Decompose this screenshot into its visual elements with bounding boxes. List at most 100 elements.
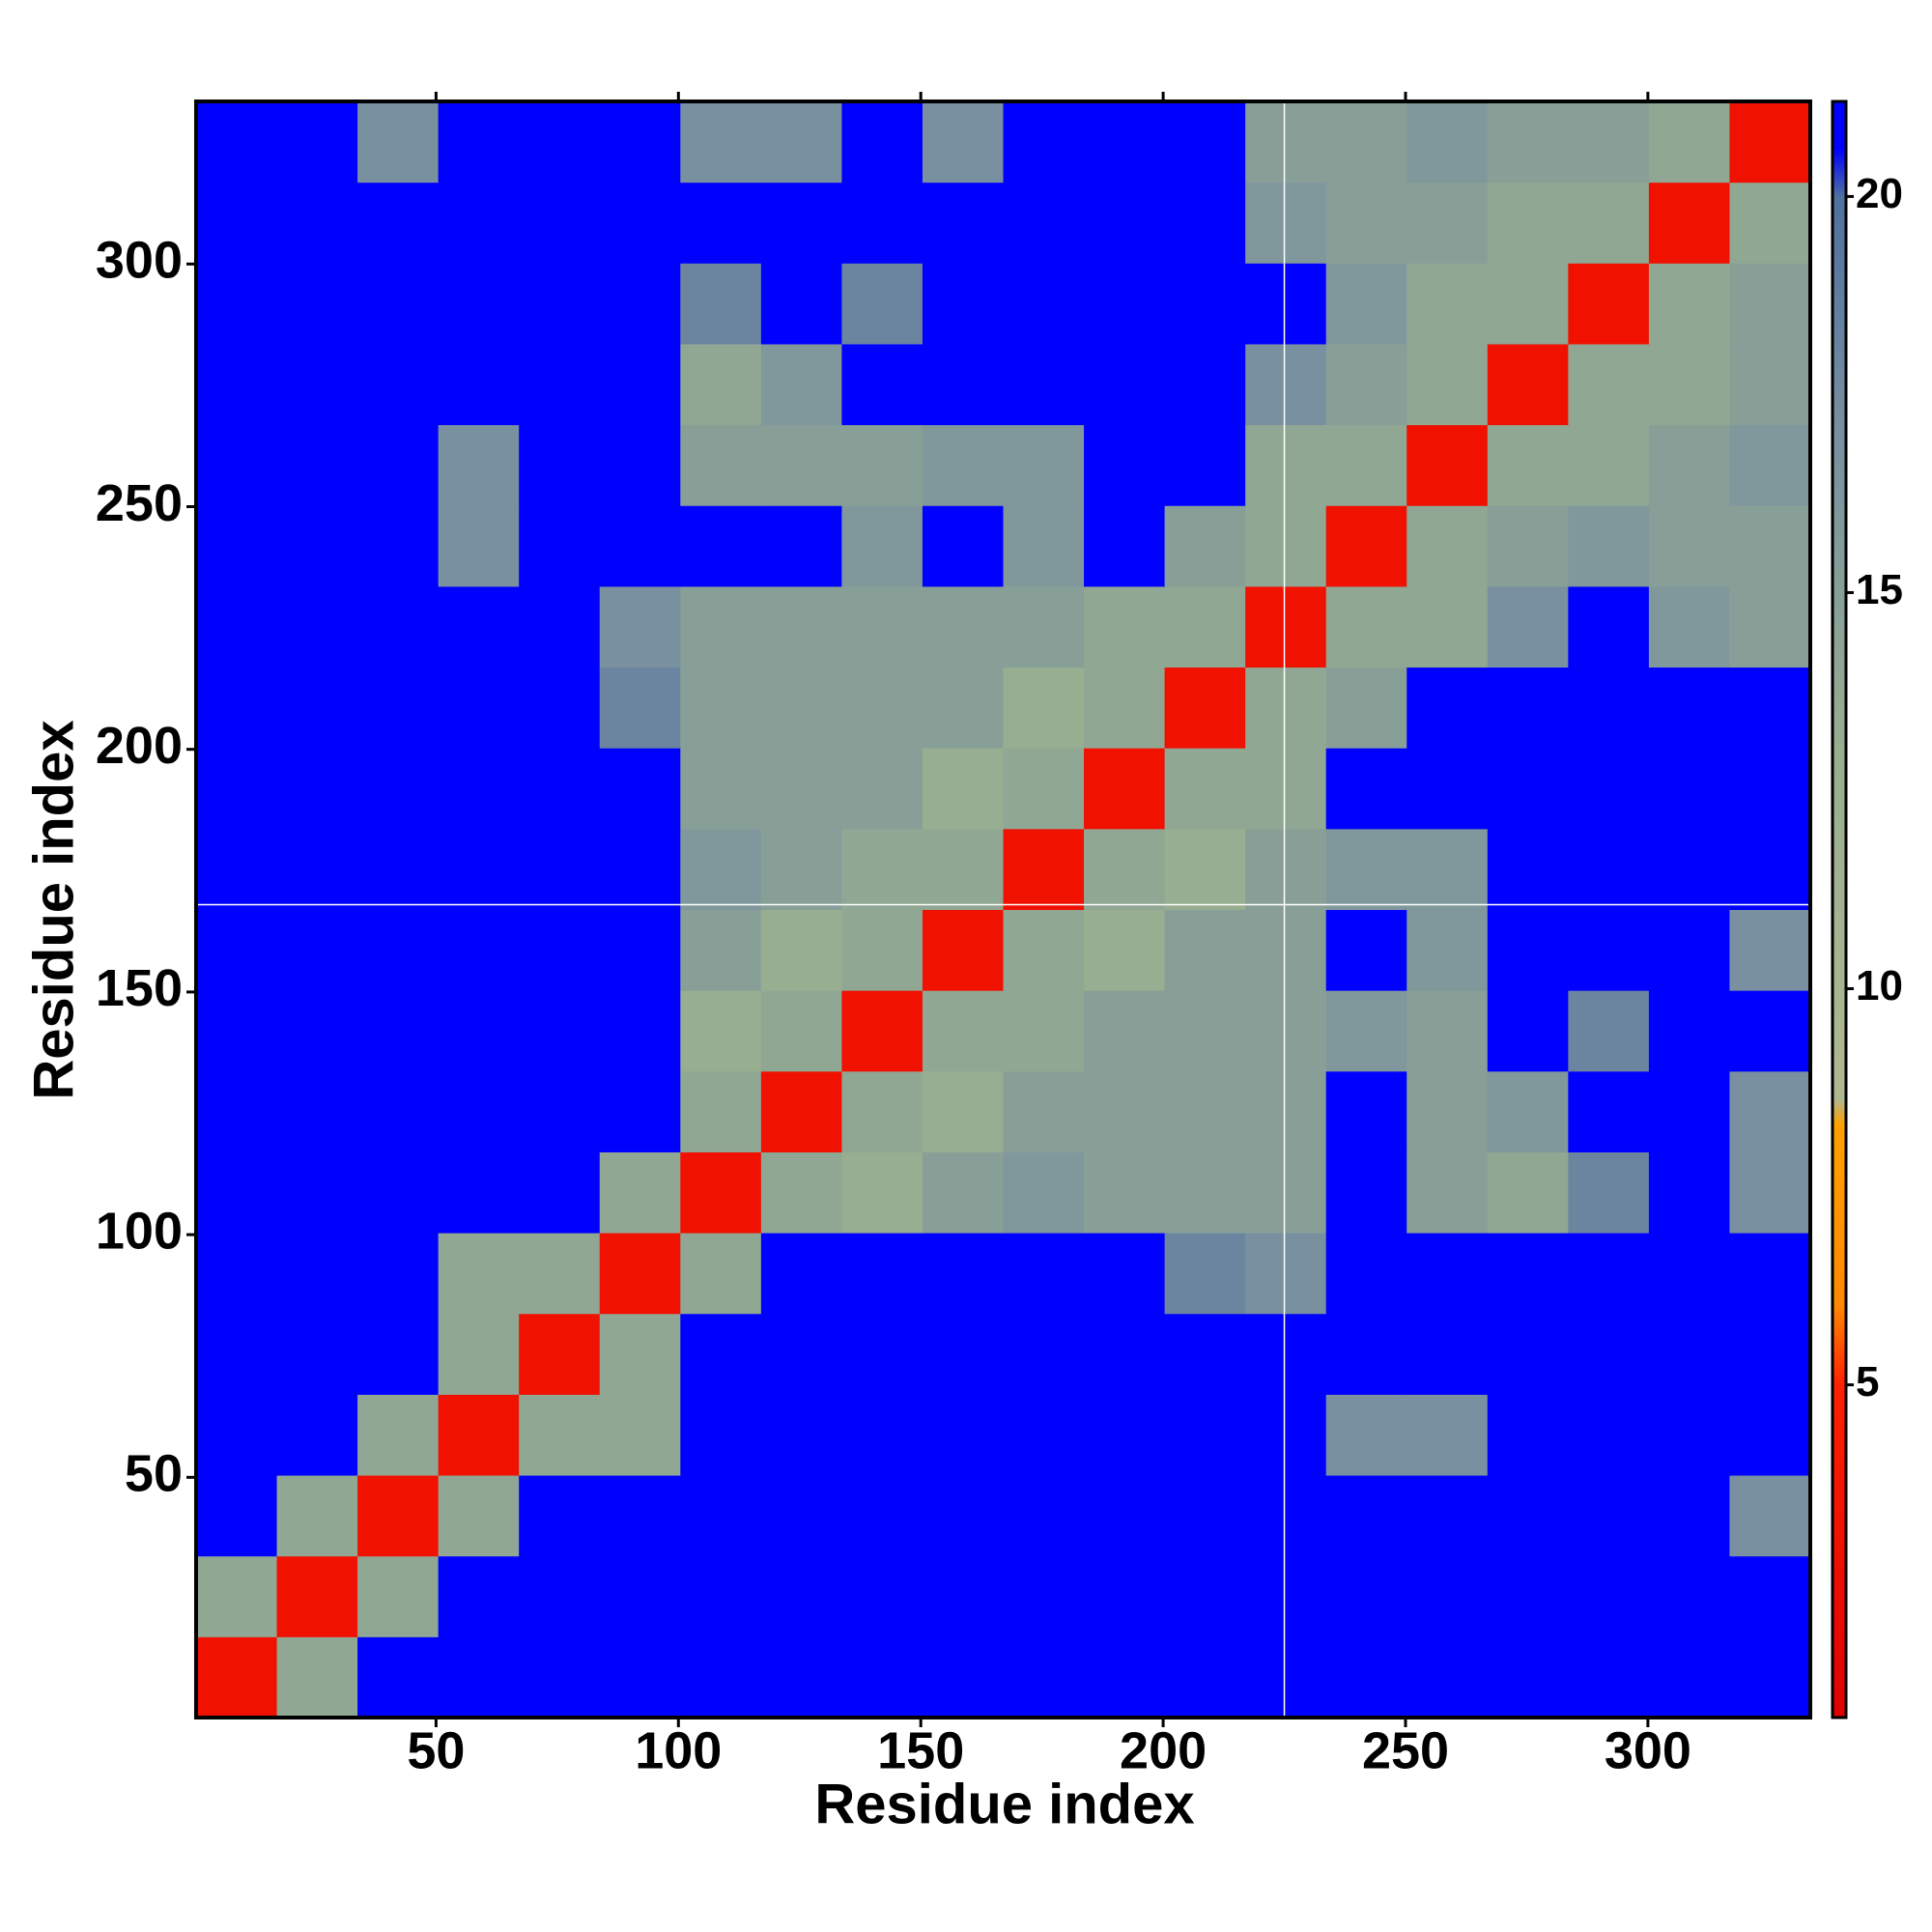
heatmap-cell [599,828,681,910]
heatmap-cell [1729,990,1811,1072]
heatmap-cell [1729,424,1811,506]
heatmap-cell [519,748,601,830]
heatmap-cell [1568,1233,1650,1315]
heatmap-cell [1648,748,1730,830]
heatmap-cell [1003,263,1085,345]
heatmap-cell [196,748,278,830]
heatmap-cell [1084,748,1166,830]
heatmap-cell [1648,343,1730,426]
heatmap-cell [922,505,1004,587]
heatmap-cell [1245,1475,1327,1557]
heatmap-cell [196,424,278,506]
heatmap-cell [922,1233,1004,1315]
heatmap-cell [599,585,681,668]
heatmap-cell [438,1555,520,1637]
heatmap-cell [1003,1394,1085,1476]
heatmap-cell [1084,1070,1166,1152]
heatmap-cell [1487,585,1569,668]
heatmap-cell [438,343,520,426]
heatmap-cell [1164,748,1246,830]
heatmap-cell [760,424,842,506]
heatmap-cell [276,667,358,749]
heatmap-cell [519,909,601,991]
heatmap-cell [1648,1636,1730,1719]
y-tick-label: 50 [125,1445,183,1503]
heatmap-cell [357,343,440,426]
heatmap-cell [1568,101,1650,184]
heatmap-cell [760,828,842,910]
heatmap-cell [680,748,762,830]
heatmap-cell [1325,1636,1407,1719]
heatmap-cell [1245,1070,1327,1152]
heatmap-cell [1568,263,1650,345]
heatmap-cell [1487,1636,1569,1719]
heatmap-cell [438,505,520,587]
heatmap-cell [196,1475,278,1557]
heatmap-cell [1003,343,1085,426]
heatmap-cell [1084,828,1166,910]
heatmap-cell [519,1233,601,1315]
heatmap-cell [1648,101,1730,184]
heatmap-cell [1487,748,1569,830]
heatmap-cell [438,990,520,1072]
heatmap-cell [276,748,358,830]
heatmap-cell [1164,1555,1246,1637]
heatmap-cell [1084,1636,1166,1719]
heatmap-cell [276,1313,358,1395]
heatmap-cell [519,1394,601,1476]
heatmap-cell [1568,585,1650,668]
heatmap-cell [1568,182,1650,264]
heatmap-cell [357,585,440,668]
heatmap-cell [276,1636,358,1719]
heatmap-cell [1568,748,1650,830]
heatmap-cell [1487,101,1569,184]
heatmap-cell [1084,909,1166,991]
heatmap-cell [922,101,1004,184]
heatmap-cell [196,1636,278,1719]
heatmap-cell [519,101,601,184]
heatmap-cell [276,1070,358,1152]
heatmap-cell [922,424,1004,506]
x-tick-label: 50 [407,1721,465,1779]
heatmap-cell [357,667,440,749]
heatmap-cell [841,1636,923,1719]
heatmap-cell [1245,263,1327,345]
heatmap-cell [519,343,601,426]
heatmap-cell [357,101,440,184]
heatmap-cell [841,1233,923,1315]
heatmap-cell [599,101,681,184]
heatmap-cell [1325,828,1407,910]
heatmap-cell [196,505,278,587]
heatmap-cell [1568,424,1650,506]
heatmap-cell [841,909,923,991]
heatmap-cell [438,1070,520,1152]
heatmap-cell [276,182,358,264]
heatmap-cell [1164,1151,1246,1234]
heatmap-cell [196,828,278,910]
heatmap-cell [276,424,358,506]
heatmap-cell [1325,1475,1407,1557]
heatmap-cell [1648,585,1730,668]
heatmap-cell [841,1151,923,1234]
heatmap-cell [196,585,278,668]
heatmap-cell [1245,1151,1327,1234]
heatmap-cell [1003,828,1085,910]
heatmap-cell [1003,101,1085,184]
heatmap-cell [357,909,440,991]
heatmap-cell [1325,263,1407,345]
heatmap-cell [1648,1070,1730,1152]
heatmap-cell [1245,1233,1327,1315]
heatmap-cell [1487,1313,1569,1395]
heatmap-cell [1729,1151,1811,1234]
heatmap-cell [1164,1394,1246,1476]
heatmap-cell [438,748,520,830]
heatmap-cell [519,182,601,264]
heatmap-cell [922,909,1004,991]
heatmap-cell [519,424,601,506]
heatmap-cell [1003,1555,1085,1637]
heatmap-cell [357,828,440,910]
heatmap-cell [1729,182,1811,264]
heatmap-cell [1568,667,1650,749]
heatmap-cell [1325,1313,1407,1395]
heatmap-cell [1487,424,1569,506]
